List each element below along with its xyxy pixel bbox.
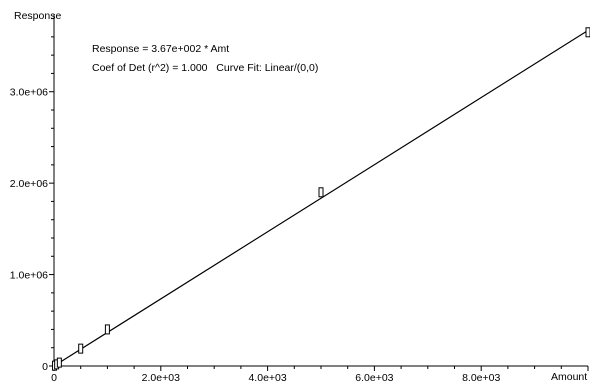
x-tick-label: 0: [51, 372, 57, 381]
fit-line: [53, 28, 590, 367]
x-tick-labels: 0 2.0e+03 4.0e+03 6.0e+03 8.0e+03: [51, 372, 500, 381]
data-points: [52, 27, 590, 371]
data-point: [78, 343, 84, 354]
data-point: [104, 324, 110, 335]
y-tick-labels: 0 1.0e+06 2.0e+06 3.0e+06: [10, 87, 48, 373]
y-tick-label: 3.0e+06: [10, 87, 48, 99]
data-point: [318, 187, 324, 198]
fit-statistics: Coef of Det (r^2) = 1.000 Curve Fit: Lin…: [92, 62, 318, 74]
x-tick-label: 2.0e+03: [142, 372, 180, 381]
x-tick-label: 6.0e+03: [355, 372, 393, 381]
y-tick-label: 0: [42, 361, 48, 373]
data-point: [585, 27, 590, 38]
x-tick-label: 4.0e+03: [248, 372, 286, 381]
y-minor-ticks: [49, 18, 54, 367]
data-point: [56, 357, 62, 368]
y-tick-label: 1.0e+06: [10, 270, 48, 282]
fit-equation: Response = 3.67e+002 * Amt: [92, 43, 229, 55]
y-tick-label: 2.0e+06: [10, 178, 48, 190]
x-tick-label: 8.0e+03: [462, 372, 500, 381]
x-axis-label: Amount: [551, 371, 587, 381]
y-axis-label: Response: [14, 10, 61, 22]
x-minor-ticks: [53, 366, 589, 371]
